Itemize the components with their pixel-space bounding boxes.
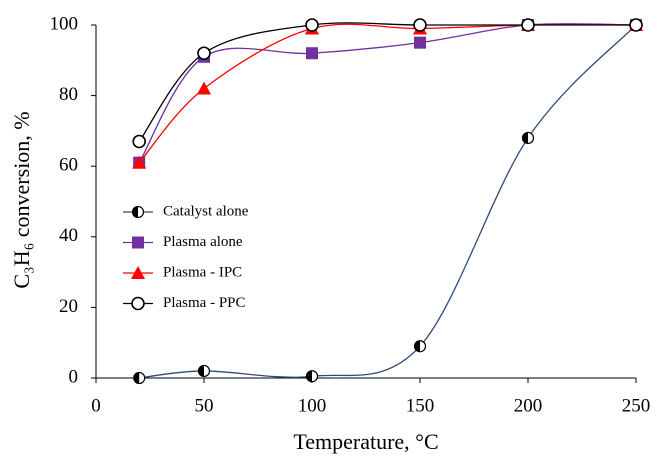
x-axis-title: Temperature, °C (293, 429, 438, 454)
marker-shape (197, 81, 211, 95)
legend-label: Plasma - IPC (163, 264, 242, 280)
marker-shape (306, 47, 318, 60)
y-axis-title: C₃H₆ conversion, % (9, 111, 34, 288)
x-tick-label: 100 (298, 395, 327, 416)
marker (305, 18, 319, 32)
series-line (138, 22, 636, 142)
marker (413, 340, 427, 353)
marker-half (198, 365, 204, 377)
y-tick-label: 60 (59, 155, 78, 176)
y-tick-label: 80 (59, 84, 78, 105)
marker (629, 18, 643, 32)
marker (132, 236, 144, 249)
marker (131, 296, 145, 311)
marker-shape (413, 18, 427, 32)
marker-shape (132, 236, 144, 249)
y-tick-label: 0 (69, 366, 79, 387)
legend-label: Catalyst alone (163, 203, 249, 219)
marker-shape (414, 36, 426, 49)
marker-shape (132, 155, 147, 169)
x-tick-label: 50 (195, 395, 214, 416)
marker-shape (521, 18, 535, 32)
x-tick-label: 150 (406, 395, 435, 416)
marker (131, 205, 145, 219)
marker-shape (131, 266, 145, 279)
marker (414, 36, 426, 49)
marker-half (306, 370, 312, 382)
x-tick-label: 200 (514, 395, 543, 416)
marker (132, 155, 147, 169)
marker (131, 266, 145, 279)
marker (306, 47, 318, 60)
marker-shape (197, 46, 211, 61)
legend-label: Plasma - PPC (163, 295, 246, 311)
marker (521, 131, 535, 145)
marker-half (414, 340, 420, 352)
series-line (138, 23, 637, 164)
marker-shape (132, 134, 146, 149)
marker (197, 46, 211, 61)
x-tick-label: 0 (91, 395, 101, 416)
marker-half (132, 206, 138, 218)
y-tick-label: 20 (59, 296, 78, 317)
legend-label: Plasma alone (163, 234, 243, 250)
y-tick-label: 100 (50, 13, 79, 34)
marker-shape (629, 18, 643, 32)
marker (132, 134, 146, 149)
marker-half (522, 132, 528, 144)
series-line (138, 23, 637, 164)
marker (413, 18, 427, 32)
marker (197, 364, 211, 378)
marker-half (133, 372, 140, 384)
marker (133, 371, 146, 385)
marker (521, 18, 535, 32)
marker (305, 370, 319, 383)
x-tick-label: 250 (622, 395, 651, 416)
series-line (139, 24, 637, 379)
marker (197, 81, 211, 95)
marker-shape (305, 18, 319, 32)
y-tick-label: 40 (59, 225, 78, 246)
marker-shape (131, 296, 145, 311)
legend: Catalyst alone Plasma alone Plasma - IPC Pl… (123, 203, 249, 311)
